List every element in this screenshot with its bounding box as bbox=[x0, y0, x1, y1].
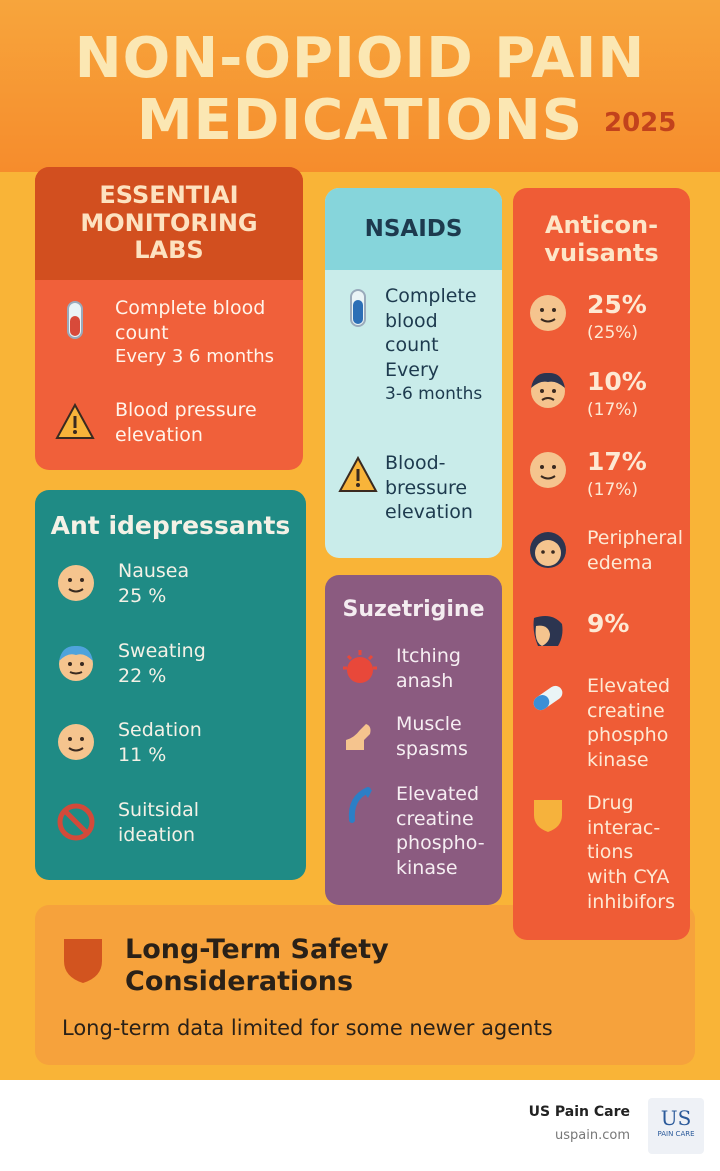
item-icon bbox=[338, 455, 378, 492]
item: Drug interac- tions with CYA inhibifors bbox=[587, 791, 675, 914]
nsaids-card: NSAIDS bbox=[325, 188, 502, 558]
item-label: Drug interac- tions with CYA inhibifors bbox=[587, 792, 676, 913]
item-label: Muscle spasms bbox=[396, 713, 468, 760]
brand: US Pain Care bbox=[528, 1104, 630, 1120]
item-icon bbox=[350, 289, 366, 327]
item-label: Nausea bbox=[118, 560, 190, 582]
card-header: ESSENTIAI MONITORING LABS bbox=[35, 167, 303, 280]
card-title: Anticon- vuisants bbox=[544, 211, 659, 267]
header bbox=[0, 0, 720, 172]
item-icon bbox=[58, 724, 94, 760]
card-title: Suzetrigine bbox=[342, 597, 485, 622]
item: 9% bbox=[587, 608, 629, 641]
logo-mark: US bbox=[660, 1106, 692, 1130]
item: Elevated creatine phospho- kinase bbox=[396, 782, 485, 881]
item-detail: 22 % bbox=[118, 664, 167, 687]
item-icon bbox=[531, 372, 565, 408]
item-label: Peripheral edema bbox=[587, 527, 684, 574]
title-line: MEDICATIONS bbox=[136, 88, 584, 153]
item: Muscle spasms bbox=[396, 712, 468, 761]
item-label: Sweating bbox=[118, 640, 206, 662]
item: Blood- bressure elevation bbox=[385, 451, 473, 525]
item: Suitsidal ideation bbox=[118, 798, 199, 847]
item-label: 9% bbox=[587, 609, 630, 638]
card-title: NSAIDS bbox=[364, 215, 463, 242]
item-label: Itching anash bbox=[396, 645, 461, 692]
item: Peripheral edema bbox=[587, 526, 683, 575]
url: uspain.com bbox=[555, 1128, 630, 1143]
item-label: Blood- bressure elevation bbox=[385, 452, 473, 524]
antidepressants-card: Ant idepressants bbox=[35, 490, 306, 880]
year: 2025 bbox=[604, 108, 677, 138]
item-icon bbox=[67, 301, 83, 339]
item-detail: (17%) bbox=[587, 399, 639, 420]
item-detail: 25 % bbox=[118, 584, 167, 607]
item: Complete blood count Every 3 6 months bbox=[115, 296, 274, 369]
item: 10% (17%) bbox=[587, 366, 647, 421]
item-label: 17% bbox=[587, 447, 647, 476]
item-label: Blood pressure elevation bbox=[115, 399, 257, 446]
item-icon bbox=[59, 645, 93, 681]
item: Sweating 22 % bbox=[118, 639, 206, 688]
safety-note: Long-term data limited for some newer ag… bbox=[62, 1016, 553, 1040]
item-icon bbox=[530, 532, 566, 568]
item-icon bbox=[57, 803, 95, 841]
item-detail: 3-6 months bbox=[385, 383, 483, 404]
item-label: Elevated creatine phospho- kinase bbox=[396, 783, 485, 880]
item-icon bbox=[533, 685, 563, 711]
item-label: 10% bbox=[587, 367, 647, 396]
item: Sedation 11 % bbox=[118, 718, 202, 767]
item-label: Complete blood count Every bbox=[385, 285, 477, 382]
item-label: 25% bbox=[587, 290, 647, 319]
safety-title: Long-Term Safety Considerations bbox=[125, 934, 389, 998]
item-icon bbox=[58, 565, 94, 601]
item-icon bbox=[55, 402, 95, 439]
item-icon bbox=[348, 787, 372, 823]
item: Itching anash bbox=[396, 644, 461, 693]
footer bbox=[0, 1080, 720, 1171]
item-detail: (25%) bbox=[587, 322, 639, 343]
logo: US PAIN CARE bbox=[648, 1098, 704, 1154]
item-label: Complete blood count bbox=[115, 297, 266, 344]
item-icon bbox=[530, 295, 566, 331]
item: 17% (17%) bbox=[587, 446, 647, 501]
card-title: Ant idepressants bbox=[50, 511, 291, 540]
item-icon bbox=[534, 800, 562, 832]
title-line: NON-OPIOID PAIN bbox=[74, 26, 646, 91]
item-label: Suitsidal ideation bbox=[118, 799, 199, 846]
item: Complete blood count Every 3-6 months bbox=[385, 284, 482, 405]
item-detail: (17%) bbox=[587, 479, 639, 500]
logo-text: PAIN CARE bbox=[657, 1130, 695, 1138]
item: Nausea 25 % bbox=[118, 559, 189, 608]
item-icon bbox=[530, 452, 566, 488]
item: 25% (25%) bbox=[587, 289, 647, 344]
item-icon bbox=[533, 616, 563, 646]
shield-icon bbox=[64, 939, 102, 983]
item-detail: Every 3 6 months bbox=[115, 346, 275, 368]
card-title: ESSENTIAI MONITORING LABS bbox=[80, 181, 258, 265]
item-label: Elevated creatine phospho kinase bbox=[587, 675, 671, 772]
item-icon bbox=[343, 650, 377, 683]
item: Blood pressure elevation bbox=[115, 398, 257, 447]
item-icon bbox=[346, 724, 371, 750]
item-detail: 11 % bbox=[118, 743, 167, 766]
card-header: NSAIDS bbox=[325, 188, 502, 270]
item-label: Sedation bbox=[118, 719, 202, 741]
item: Elevated creatine phospho kinase bbox=[587, 674, 670, 773]
